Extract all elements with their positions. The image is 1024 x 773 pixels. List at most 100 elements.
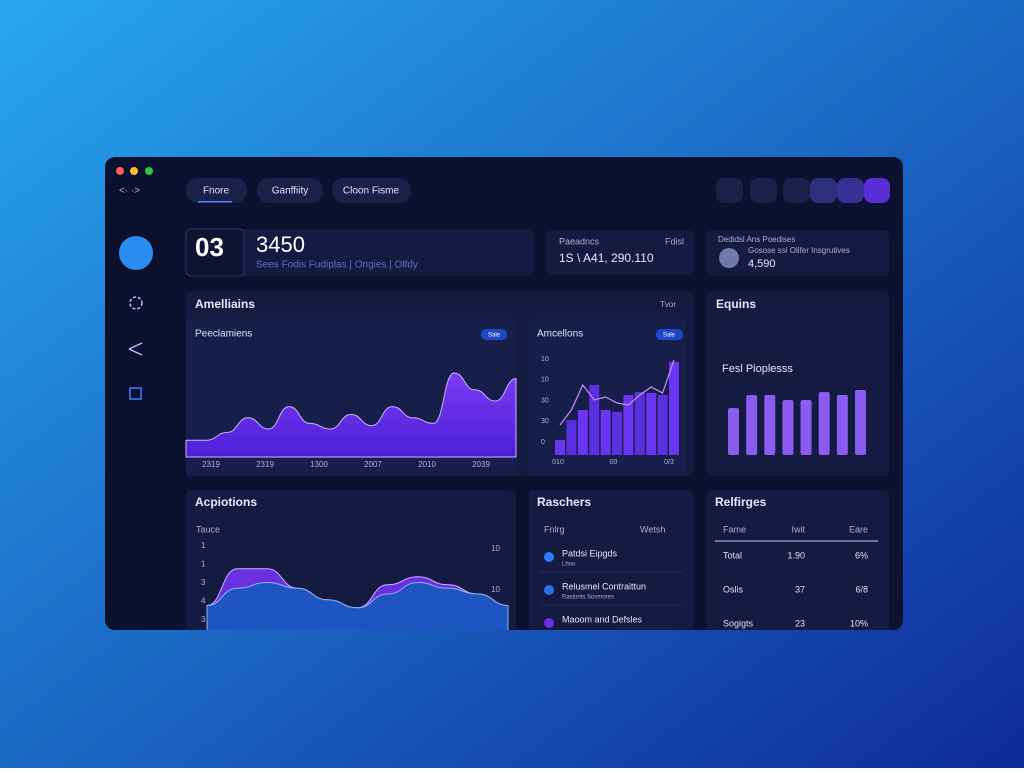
x-label: 2319 bbox=[256, 460, 274, 469]
next-button[interactable] bbox=[864, 178, 890, 203]
minimize[interactable] bbox=[130, 167, 138, 175]
line bbox=[559, 359, 675, 426]
panel bbox=[707, 490, 889, 630]
bar bbox=[800, 400, 812, 455]
tab-label[interactable]: Fnore bbox=[203, 186, 230, 197]
x-label: 010 bbox=[552, 459, 564, 466]
y-label: 3 bbox=[201, 578, 206, 587]
x-label: 1300 bbox=[310, 460, 328, 469]
x-label: 2007 bbox=[364, 460, 382, 469]
cell: 6/8 bbox=[855, 584, 868, 594]
bar bbox=[746, 395, 758, 455]
y-label: 1 bbox=[201, 541, 206, 550]
bar bbox=[589, 385, 600, 455]
kpi-subtitle: Sees Fodis Fudiplas | Ongies | Olfdy bbox=[256, 260, 418, 271]
tab[interactable] bbox=[332, 178, 411, 203]
home-button[interactable] bbox=[716, 178, 743, 203]
bar bbox=[634, 392, 645, 455]
column-header: Wetsh bbox=[640, 524, 665, 534]
bar bbox=[669, 362, 679, 455]
badge-label: Sale bbox=[663, 333, 676, 339]
tab-label[interactable]: Cloon Fisme bbox=[343, 186, 400, 197]
cell: Sogigts bbox=[723, 618, 754, 628]
row-icon bbox=[544, 585, 554, 595]
tab-label[interactable]: Ganffiity bbox=[272, 186, 309, 197]
sidebar-active[interactable] bbox=[119, 236, 153, 270]
bar bbox=[657, 395, 668, 455]
x-label: 00 bbox=[610, 459, 618, 466]
sidebar-icon[interactable] bbox=[129, 387, 142, 400]
bar bbox=[566, 420, 577, 455]
panel-title: Amelliains bbox=[195, 297, 255, 311]
area bbox=[185, 372, 517, 458]
y-label: 4 bbox=[201, 597, 206, 606]
panel-title: Equins bbox=[716, 297, 756, 311]
cell: 6% bbox=[855, 550, 868, 560]
bar bbox=[836, 395, 848, 455]
y-label: 30 bbox=[541, 418, 549, 425]
x-label: 2010 bbox=[418, 460, 436, 469]
bar bbox=[612, 412, 622, 455]
badge bbox=[481, 329, 507, 340]
sidebar-icon[interactable] bbox=[128, 342, 143, 356]
row-icon bbox=[544, 552, 554, 562]
card-tag: Fdisl bbox=[665, 236, 684, 246]
avatar bbox=[719, 248, 739, 268]
bar bbox=[577, 410, 588, 455]
panel-title: Relfirges bbox=[715, 495, 767, 509]
y-label: 10 bbox=[491, 585, 500, 594]
bar bbox=[855, 390, 866, 455]
bar bbox=[728, 408, 739, 455]
panel bbox=[529, 490, 693, 630]
cell: 1.90 bbox=[787, 550, 805, 560]
cell: Oslis bbox=[723, 584, 743, 594]
save-button[interactable] bbox=[837, 178, 864, 203]
y-label: 1 bbox=[201, 560, 206, 569]
panel-title: Acpiotions bbox=[195, 495, 257, 509]
y-label: 10 bbox=[541, 356, 549, 363]
column-header: Iwit bbox=[792, 524, 806, 534]
card-value: 4,590 bbox=[748, 258, 776, 270]
tab[interactable] bbox=[186, 178, 247, 203]
y-label: 10 bbox=[491, 544, 500, 553]
x-label: 2039 bbox=[472, 460, 490, 469]
area bbox=[206, 581, 509, 630]
y-label: 3 bbox=[201, 615, 206, 624]
bar bbox=[646, 393, 657, 455]
y-label: 0 bbox=[541, 439, 545, 446]
card-label: Paeadncs bbox=[559, 236, 600, 246]
card bbox=[707, 230, 889, 276]
tab[interactable] bbox=[257, 178, 323, 203]
bar bbox=[555, 440, 565, 455]
bell-button[interactable] bbox=[783, 178, 810, 203]
row-title: Patdsi Eipgds bbox=[562, 548, 618, 558]
nav[interactable]: <· ·> bbox=[119, 186, 140, 197]
bar bbox=[782, 400, 794, 455]
close[interactable] bbox=[116, 167, 124, 175]
cell: 37 bbox=[795, 584, 805, 594]
kpi-card bbox=[186, 229, 533, 276]
row-subtitle: Lhou bbox=[562, 562, 575, 568]
subpanel-title: Peeclamiens bbox=[195, 329, 252, 340]
axis-title: Tauce bbox=[196, 524, 220, 534]
maximize[interactable] bbox=[145, 167, 153, 175]
settings-button[interactable] bbox=[810, 178, 837, 203]
cell: 10% bbox=[850, 618, 868, 628]
card-value: 1S \ A41, 290.110 bbox=[559, 251, 654, 265]
kpi-value: 3450 bbox=[256, 232, 305, 257]
row-subtitle: Raslonts Sovmores bbox=[562, 595, 614, 601]
search-button[interactable] bbox=[750, 178, 777, 203]
badge-label: Sale bbox=[488, 333, 501, 339]
cell: Total bbox=[723, 550, 742, 560]
bar bbox=[623, 395, 634, 455]
kpi-box bbox=[185, 228, 245, 277]
cell: 23 bbox=[795, 618, 805, 628]
row-title: Relusmel Contraittun bbox=[562, 581, 646, 591]
subpanel-title: Amcellons bbox=[537, 329, 583, 340]
sidebar-icon[interactable] bbox=[129, 296, 143, 310]
panel-action[interactable]: Tvor bbox=[660, 300, 676, 309]
card-title: Dedidsl Ans Poedises bbox=[718, 235, 795, 244]
card bbox=[547, 230, 693, 275]
y-label: 10 bbox=[541, 377, 549, 384]
x-label: 2319 bbox=[202, 460, 220, 469]
